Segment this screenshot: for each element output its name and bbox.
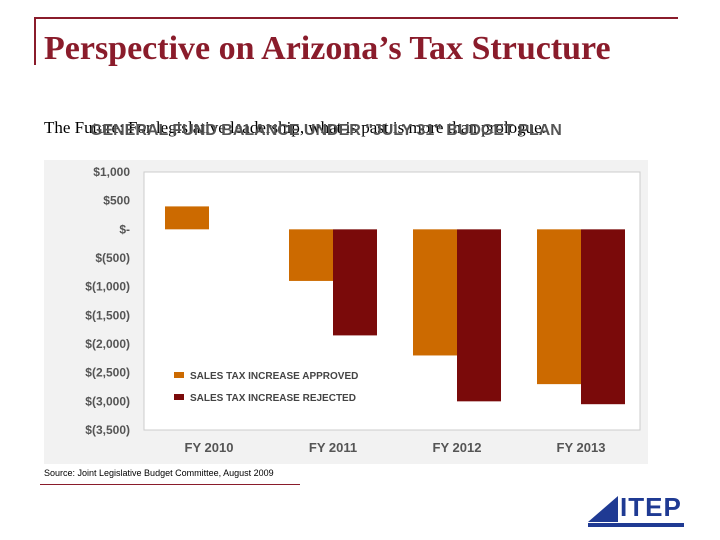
itep-logo-rule [588,523,684,527]
x-tick-label: FY 2011 [309,440,357,455]
bar-chart: $1,000 $500 $- $(500) $(1,000) $(1,500) $(2,00… [85,165,641,455]
bar [537,229,581,385]
legend-swatch [174,372,184,378]
bar [333,229,377,336]
y-tick-label: $(1,000) [85,280,130,294]
y-tick-label: $(2,000) [85,337,130,351]
x-tick-label: FY 2012 [433,440,482,455]
legend-swatch [174,394,184,400]
y-tick-label: $(500) [95,251,130,265]
frame-left-rule [34,17,36,65]
chart-area: $1,000 $500 $- $(500) $(1,000) $(1,500) $(2,00… [44,160,648,464]
legend-label: SALES TAX INCREASE REJECTED [190,393,356,404]
y-tick-label: $(1,500) [85,308,130,322]
itep-logo-icon [588,496,618,522]
slide-title: Perspective on Arizona’s Tax Structure [44,30,611,67]
bar [581,229,625,405]
y-tick-label: $1,000 [93,165,130,179]
bar [457,229,501,402]
x-tick-label: FY 2013 [557,440,606,455]
x-tick-label: FY 2010 [185,440,234,455]
chart-title: GENERAL FUND BALANCE UNDER "JULY 31" BUD… [90,122,562,139]
y-tick-label: $500 [103,194,130,208]
slide-subtitle: The Future: For legislative leadership, … [44,118,546,137]
source-rule [40,484,300,485]
frame-top-rule [34,17,678,19]
y-tick-label: $(2,500) [85,366,130,380]
y-tick-label: $(3,000) [85,394,130,408]
itep-logo-text: ITEP [620,492,682,522]
y-tick-label: $- [119,222,130,236]
bar [413,229,457,356]
bar [165,206,209,230]
legend-label: SALES TAX INCREASE APPROVED [190,371,358,382]
bar [289,229,333,281]
source-note: Source: Joint Legislative Budget Committ… [44,468,274,478]
y-tick-label: $(3,500) [85,423,130,437]
